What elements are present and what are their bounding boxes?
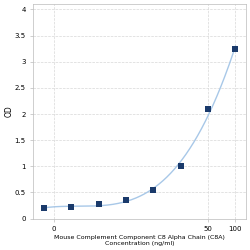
- Point: [234, 47, 237, 51]
- Point: [69, 204, 73, 208]
- Y-axis label: OD: OD: [4, 106, 13, 117]
- Point: [151, 188, 155, 192]
- Point: [179, 164, 183, 168]
- Point: [42, 206, 46, 210]
- X-axis label: Mouse Complement Component C8 Alpha Chain (C8A)
Concentration (ng/ml): Mouse Complement Component C8 Alpha Chai…: [54, 235, 225, 246]
- Point: [124, 198, 128, 202]
- Point: [206, 107, 210, 111]
- Point: [96, 202, 100, 206]
